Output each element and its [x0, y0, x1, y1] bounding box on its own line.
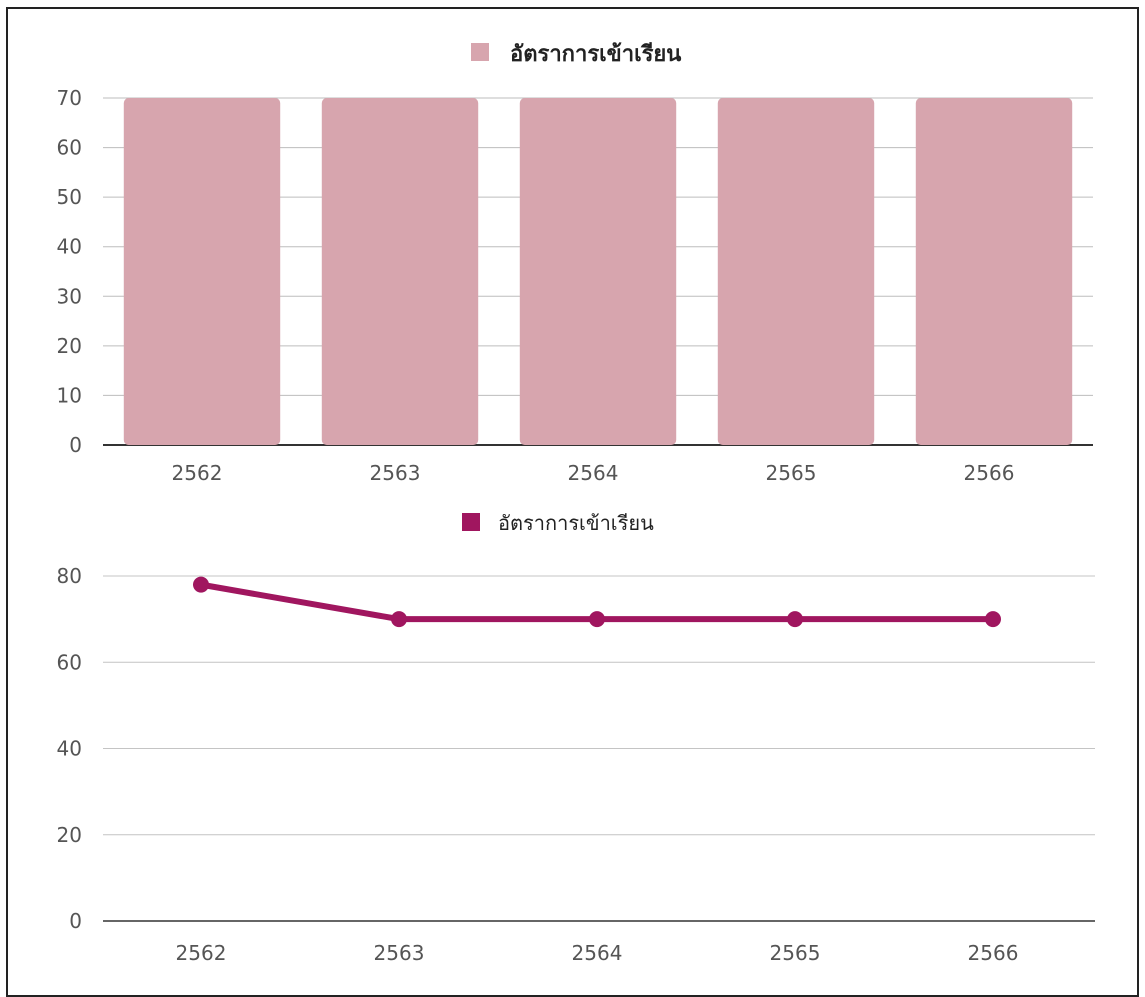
line-chart: 0 20 40 60 80 2562 2563 2564 2565 2566 อัตราการเ…: [57, 511, 1095, 965]
bar-y-tick: 60: [57, 136, 82, 160]
line-chart-x-ticks: 2562 2563 2564 2565 2566: [176, 941, 1019, 965]
line-point-2565: [787, 611, 803, 628]
bar-2566: [915, 98, 1073, 445]
bar-y-tick: 40: [57, 235, 82, 259]
line-y-tick: 80: [57, 564, 82, 588]
bar-chart-y-ticks: 0 10 20 30 40 50 60 70: [57, 86, 82, 457]
line-point-2563: [391, 611, 407, 628]
line-y-tick: 60: [57, 650, 82, 674]
line-y-tick: 40: [57, 737, 82, 761]
line-point-2562: [193, 576, 209, 593]
line-x-tick: 2563: [374, 941, 425, 965]
bar-chart-legend: อัตราการเข้าเรียน: [471, 42, 681, 67]
bar-legend-swatch: [471, 43, 489, 61]
line-chart-legend: อัตราการเข้าเรียน: [462, 511, 654, 535]
bar-y-tick: 70: [57, 86, 82, 110]
line-point-2564: [589, 611, 605, 628]
line-y-tick: 0: [69, 909, 82, 933]
bar-x-tick: 2566: [964, 461, 1015, 485]
bar-x-tick: 2565: [766, 461, 817, 485]
bar-legend-label: อัตราการเข้าเรียน: [510, 42, 681, 67]
bar-x-tick: 2562: [172, 461, 223, 485]
bar-y-tick: 10: [57, 383, 82, 407]
bar-2563: [321, 98, 479, 445]
line-legend-swatch: [462, 513, 480, 531]
bar-chart-bars: [123, 98, 1073, 445]
bar-chart-x-ticks: 2562 2563 2564 2565 2566: [172, 461, 1015, 485]
bar-2562: [123, 98, 281, 445]
bar-y-tick: 20: [57, 334, 82, 358]
line-point-2566: [985, 611, 1001, 628]
bar-chart: 0 10 20 30 40 50 60 70 2562 2563 2564 2565 2566 อัต…: [57, 42, 1093, 485]
line-chart-y-ticks: 0 20 40 60 80: [57, 564, 82, 933]
line-x-tick: 2566: [968, 941, 1019, 965]
bar-y-tick: 0: [69, 433, 82, 457]
bar-y-tick: 30: [57, 284, 82, 308]
line-x-tick: 2565: [770, 941, 821, 965]
bar-x-tick: 2563: [370, 461, 421, 485]
bar-2564: [519, 98, 677, 445]
line-y-tick: 20: [57, 823, 82, 847]
line-legend-label: อัตราการเข้าเรียน: [498, 511, 654, 535]
bar-x-tick: 2564: [568, 461, 619, 485]
line-x-tick: 2564: [572, 941, 623, 965]
line-chart-series: [193, 576, 1001, 628]
bar-y-tick: 50: [57, 185, 82, 209]
line-x-tick: 2562: [176, 941, 227, 965]
line-chart-gridlines: [103, 575, 1095, 922]
bar-2565: [717, 98, 875, 445]
